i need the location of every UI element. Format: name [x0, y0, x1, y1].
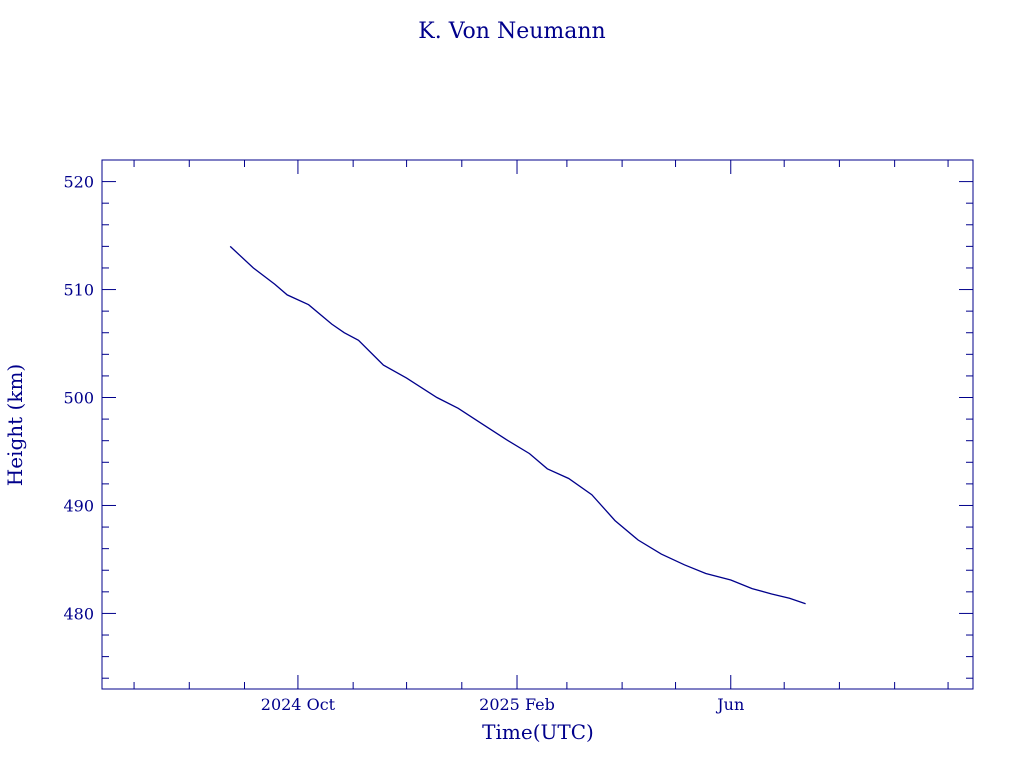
- x-tick-label: 2025 Feb: [479, 695, 555, 714]
- series-line: [229, 245, 806, 605]
- chart-title: K. Von Neumann: [418, 19, 605, 44]
- y-tick-label: 480: [63, 604, 94, 623]
- y-tick-label: 520: [63, 173, 94, 192]
- x-tick-label: 2024 Oct: [261, 695, 336, 714]
- plot-frame: [101, 159, 974, 690]
- x-axis-label: Time(UTC): [482, 720, 594, 744]
- x-tick-label: Jun: [715, 695, 744, 714]
- ticks: [102, 159, 973, 689]
- tick-labels: 480 490 500 510 520 2024 Oct 2025 Feb Jun: [63, 173, 744, 714]
- y-tick-label: 490: [63, 496, 94, 515]
- y-tick-label: 510: [63, 281, 94, 300]
- y-axis-label: Height (km): [3, 364, 27, 486]
- y-tick-label: 500: [63, 389, 94, 408]
